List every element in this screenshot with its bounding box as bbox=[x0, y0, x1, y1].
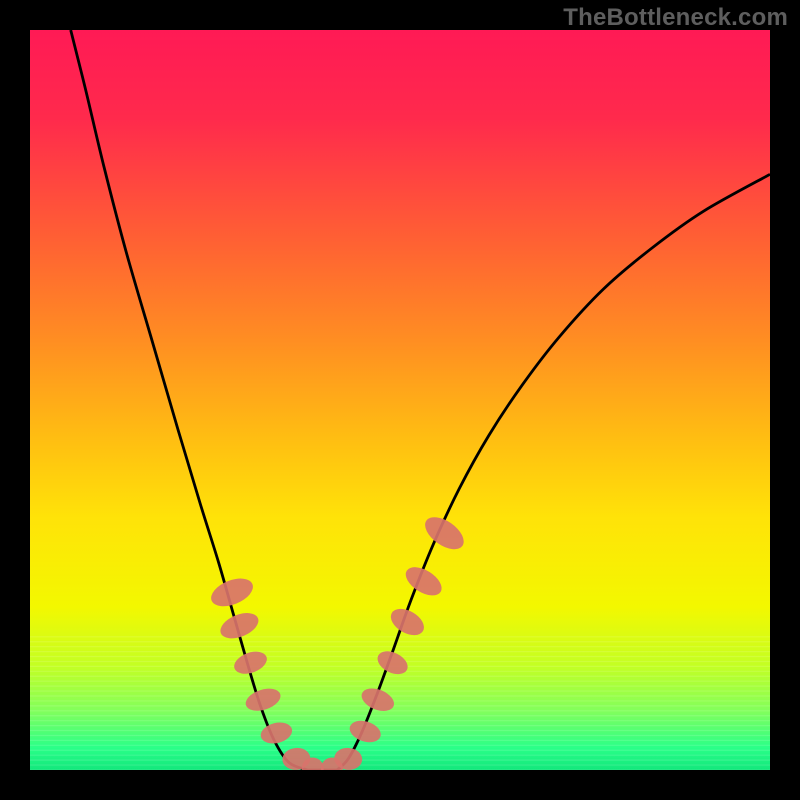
bottleneck-chart-svg bbox=[0, 0, 800, 800]
watermark-text: TheBottleneck.com bbox=[563, 4, 788, 32]
chart-frame: TheBottleneck.com bbox=[0, 0, 800, 800]
